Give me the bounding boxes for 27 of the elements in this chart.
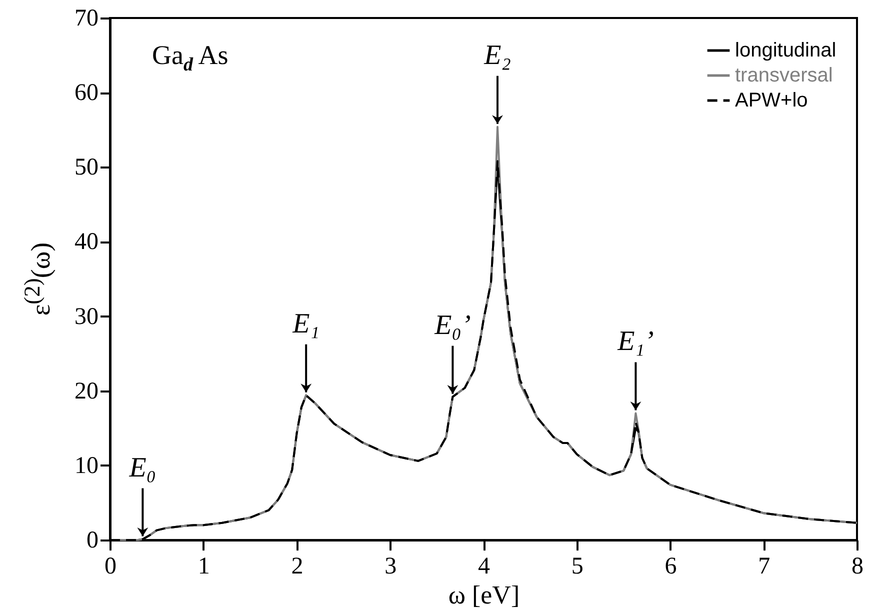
x-tick-label: 8	[852, 554, 864, 580]
annotation: E₀’	[434, 310, 471, 341]
legend-label: APW+lo	[735, 90, 808, 112]
y-tick-label: 40	[74, 229, 98, 256]
y-tick-label: 70	[74, 6, 98, 32]
legend-label: longitudinal	[735, 40, 836, 62]
annotation: E₁	[292, 308, 320, 340]
annotation: E₂	[483, 40, 512, 71]
x-tick-label: 3	[384, 554, 397, 580]
annotation: Ga$_{d}$ As	[152, 40, 228, 76]
x-tick-label: 0	[104, 554, 116, 580]
y-tick-label: 60	[74, 80, 98, 106]
annotation: E₀	[128, 452, 156, 484]
x-tick-label: 4	[478, 554, 490, 580]
x-tick-label: 5	[571, 554, 584, 580]
x-tick-label: 2	[291, 554, 304, 580]
y-tick-label: 50	[74, 154, 98, 181]
x-tick-label: 6	[664, 554, 677, 580]
x-tick-label: 1	[198, 554, 210, 580]
x-tick-label: 7	[758, 554, 770, 580]
y-tick-label: 0	[86, 528, 98, 554]
x-axis-title: ω [eV]	[448, 580, 520, 610]
y-tick-label: 30	[74, 304, 98, 330]
annotation: E₁’	[616, 326, 654, 358]
legend-label: transversal	[735, 64, 833, 86]
y-tick-label: 10	[74, 452, 98, 479]
y-tick-label: 20	[74, 378, 98, 404]
